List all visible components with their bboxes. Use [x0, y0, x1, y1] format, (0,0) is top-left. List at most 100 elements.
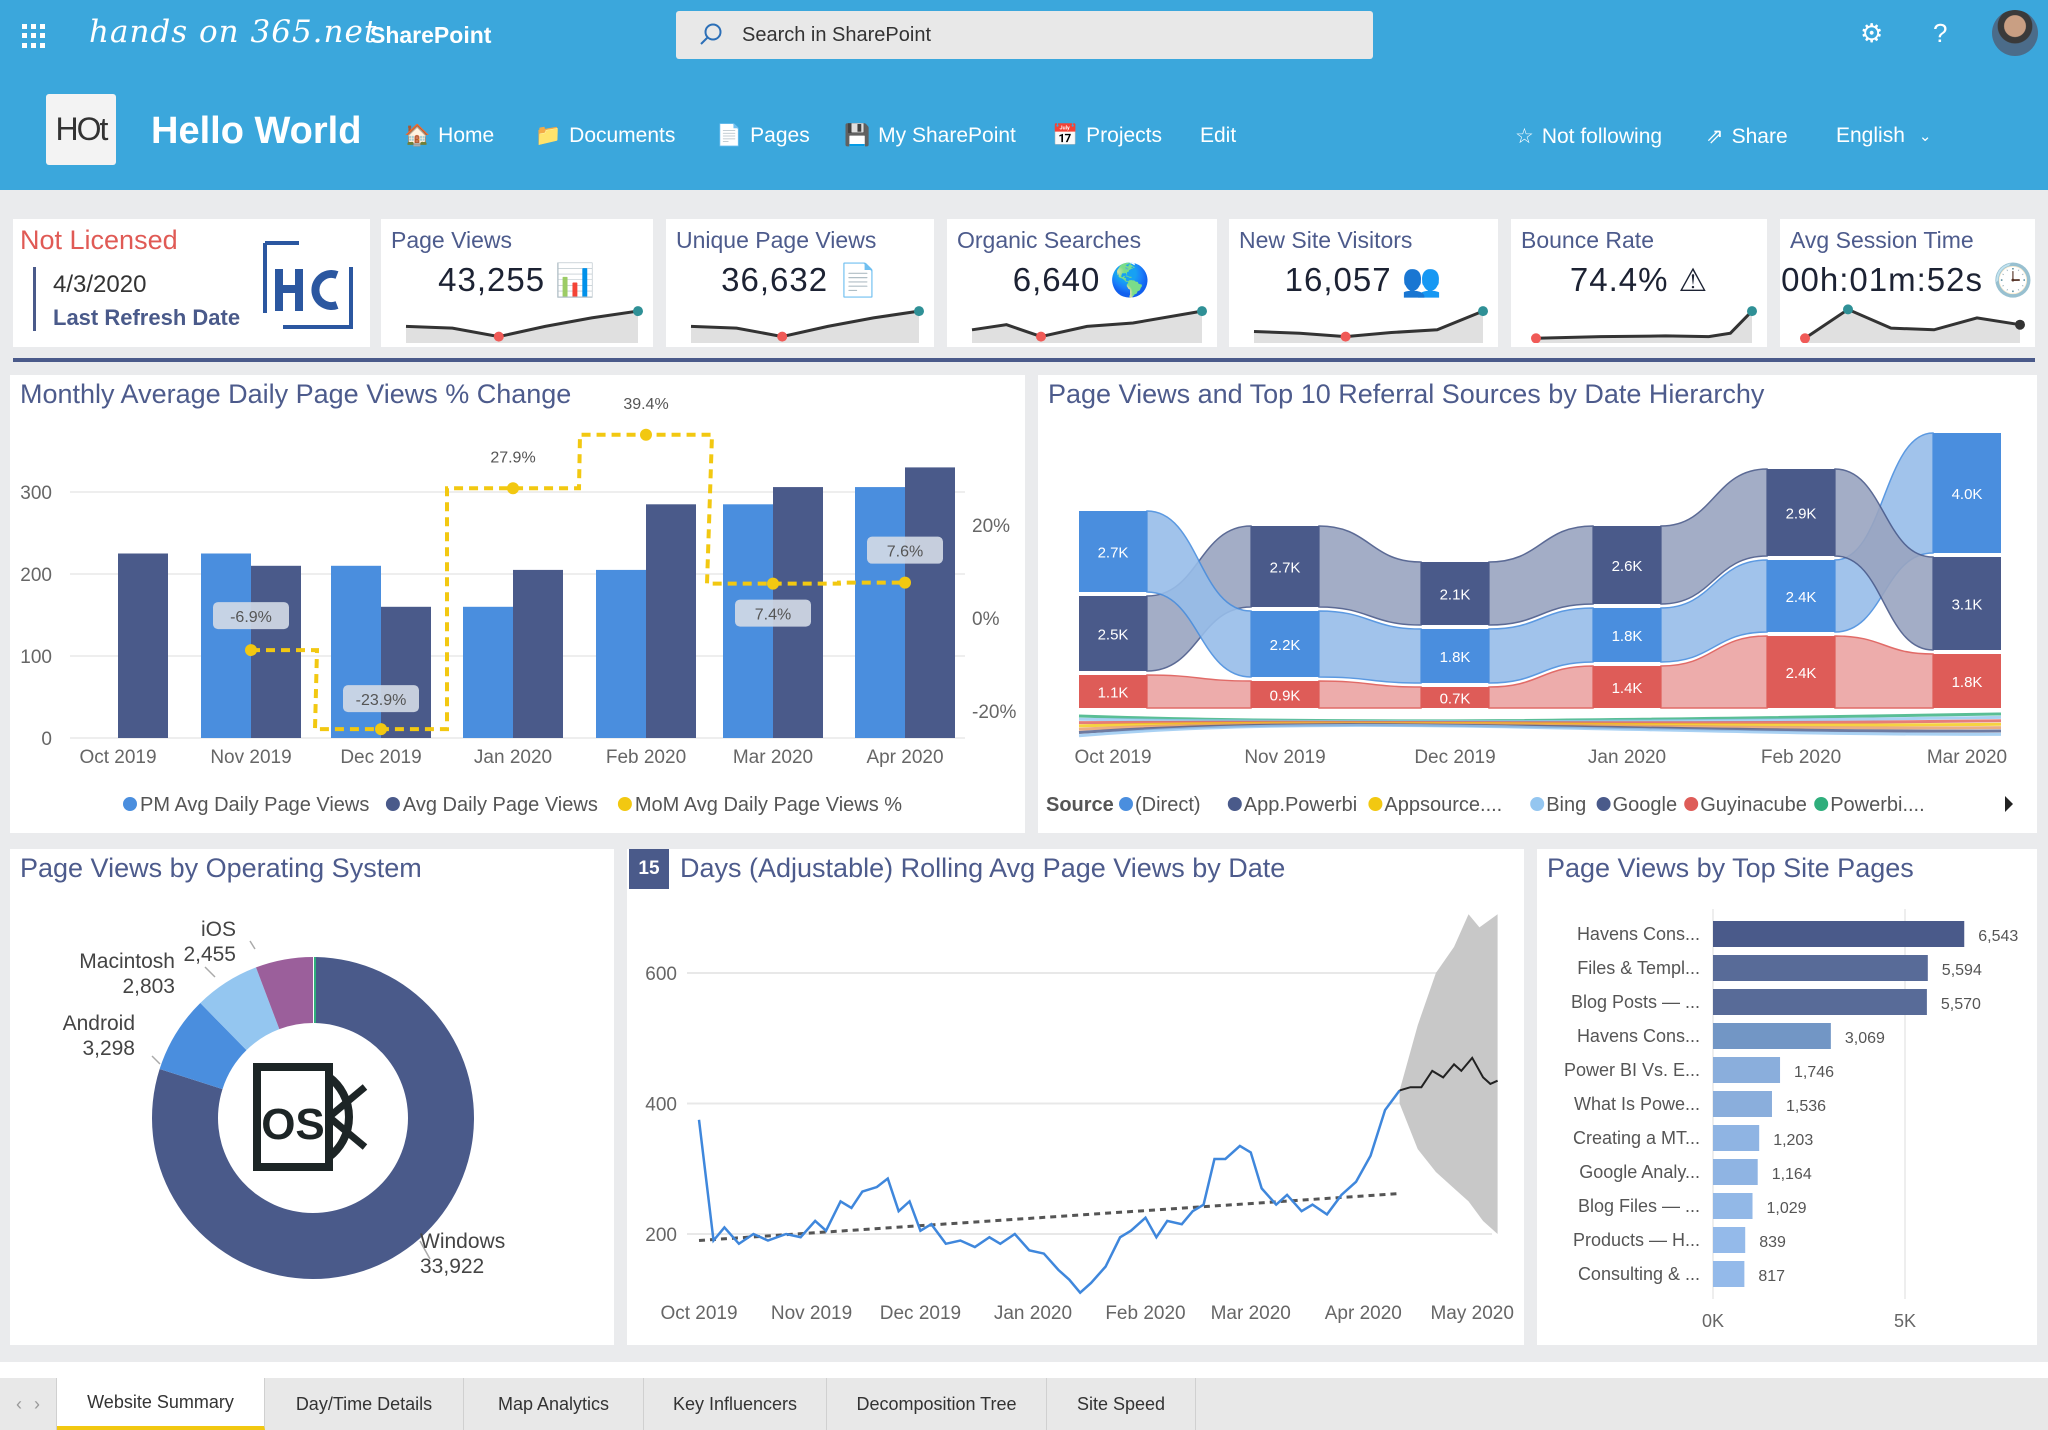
legend-label: PM Avg Daily Page Views — [140, 794, 369, 816]
nav-documents[interactable]: 📁 Documents — [535, 124, 675, 148]
tab-site-speed[interactable]: Site Speed — [1047, 1378, 1196, 1430]
x-tick-label: Nov 2019 — [771, 1303, 852, 1324]
bar-avg — [513, 569, 563, 738]
site-title[interactable]: Hello World — [151, 110, 362, 152]
help-icon[interactable]: ? — [1933, 18, 1948, 48]
app-launcher-icon[interactable] — [22, 24, 46, 48]
legend-marker — [1684, 797, 1699, 811]
nav-projects[interactable]: 📅 Projects — [1052, 124, 1162, 148]
site-logo[interactable]: HOt — [46, 94, 116, 165]
kpi-sparkline — [690, 306, 924, 343]
sankey-node — [1767, 636, 1835, 708]
kpi-sparkline — [1531, 306, 1757, 343]
sankey-node-label: 4.0K — [1952, 486, 1983, 503]
kpi-title: Unique Page Views — [676, 227, 877, 253]
bar-avg — [646, 504, 696, 738]
os-donut-chart[interactable]: OS — [10, 849, 614, 1345]
nav-pages[interactable]: 📄 Pages — [716, 124, 810, 148]
chart-title: Monthly Average Daily Page Views % Chang… — [20, 379, 572, 409]
bar-data-label: 1,164 — [1772, 1166, 1812, 1183]
sparkline-max-dot — [1478, 306, 1488, 317]
y2-tick-label: -20% — [972, 702, 1016, 723]
share-button[interactable]: ⇗ Share — [1706, 124, 1788, 149]
kpi-sparkline — [1253, 306, 1488, 343]
chevron-right-icon[interactable]: › — [34, 1393, 40, 1414]
search-input[interactable]: Search in SharePoint — [676, 11, 1373, 59]
kpi-card[interactable]: New Site Visitors 16,057 👥 — [1229, 219, 1498, 347]
sparkline-max-dot — [633, 306, 643, 317]
kpi-card[interactable]: Unique Page Views 36,632 📄 — [666, 219, 934, 347]
kpi-value: 16,057 — [1284, 261, 1392, 298]
legend-marker — [1530, 797, 1545, 811]
legend-marker — [1227, 797, 1242, 811]
tab-scroll-arrows[interactable]: ‹ › — [0, 1378, 57, 1430]
follow-button[interactable]: ☆ Not following — [1515, 124, 1662, 149]
x-tick-label: Oct 2019 — [1074, 747, 1151, 768]
language-dropdown[interactable]: English ⌄ — [1836, 124, 1931, 148]
sparkline-min-dot — [493, 331, 504, 342]
monthly-change-chart[interactable]: 0 100 200 300 20% 0% -20% Oct 2019 Nov 2019 Dec 2… — [10, 375, 1025, 833]
tab-website-summary[interactable]: Website Summary — [57, 1378, 265, 1430]
y-tick-label: 600 — [645, 964, 677, 985]
x-tick-label: Jan 2020 — [474, 747, 552, 768]
kpi-value-row: 6,640 🌎 — [947, 261, 1217, 299]
kpi-card[interactable]: Organic Searches 6,640 🌎 — [947, 219, 1217, 347]
legend-next-arrow-icon[interactable] — [2005, 796, 2013, 812]
x-tick-label: Apr 2020 — [1325, 1303, 1402, 1324]
legend-marker — [123, 797, 137, 811]
sankey-node — [1767, 560, 1835, 632]
calendar-icon: 📅 — [1052, 124, 1079, 147]
bar-pm-avg — [201, 553, 251, 738]
bar-data-label: 1,746 — [1794, 1064, 1834, 1081]
sankey-node-label: 1.1K — [1098, 685, 1129, 702]
leader-line — [151, 1055, 161, 1065]
sankey-node — [1767, 469, 1835, 556]
follow-label: Not following — [1541, 124, 1663, 148]
nav-my-sharepoint[interactable]: 💾 My SharePoint — [844, 124, 1016, 148]
tab-map-analytics[interactable]: Map Analytics — [464, 1378, 644, 1430]
rolling-avg-chart[interactable]: 200 400 600 Oct 2019 Nov 2019 Dec 2019 Jan 202… — [627, 849, 1524, 1345]
mom-data-label: 7.6% — [887, 544, 923, 561]
x-tick-label: 5K — [1894, 1311, 1916, 1331]
kpi-value-row: 43,255 📊 — [381, 261, 653, 299]
top-pages-chart[interactable]: 0K 5K Havens Cons... 6,543 Files & Templ... 5… — [1537, 849, 2037, 1345]
rolling-days-input[interactable]: 15 — [629, 849, 669, 889]
tab-day-time-details[interactable]: Day/Time Details — [265, 1378, 464, 1430]
legend-marker — [1596, 797, 1611, 811]
kpi-card[interactable]: Bounce Rate 74.4% ⚠ — [1511, 219, 1767, 347]
nav-home[interactable]: 🏠 Home — [404, 124, 494, 148]
x-tick-label: Oct 2019 — [79, 747, 156, 768]
kpi-sparkline — [971, 306, 1207, 343]
bar-data-label: 1,029 — [1767, 1200, 1807, 1217]
chevron-left-icon[interactable]: ‹ — [16, 1393, 22, 1414]
bar — [1713, 1227, 1746, 1253]
nav-edit[interactable]: Edit — [1200, 124, 1237, 147]
tab-key-influencers[interactable]: Key Influencers — [644, 1378, 827, 1430]
sankey-node-label: 1.4K — [1612, 680, 1643, 697]
warning-icon: ⚠ — [1678, 262, 1709, 298]
avatar[interactable] — [1992, 10, 2038, 56]
legend-marker — [1368, 797, 1383, 811]
bar-pm-avg — [855, 487, 905, 738]
mom-data-label: 7.4% — [755, 607, 791, 624]
sparkline-area — [406, 311, 638, 343]
legend-label: Google — [1613, 794, 1678, 816]
brand-logo[interactable]: hands on 365.net — [89, 14, 378, 50]
tab-decomposition-tree[interactable]: Decomposition Tree — [827, 1378, 1047, 1430]
sparkline-min-dot — [1340, 331, 1351, 342]
bar-category-label: Blog Posts — ... — [1571, 992, 1700, 1012]
settings-gear-icon[interactable]: ⚙ — [1860, 18, 1884, 48]
sankey-node-label: 2.5K — [1098, 627, 1129, 644]
bar — [1713, 955, 1928, 981]
search-placeholder: Search in SharePoint — [742, 23, 932, 46]
kpi-card[interactable]: Avg Session Time 00h:01m:52s 🕒 — [1780, 219, 2035, 347]
sankey-node-label: 2.2K — [1270, 637, 1301, 654]
kpi-card[interactable]: Page Views 43,255 📊 — [381, 219, 653, 347]
legend-marker — [1814, 797, 1829, 811]
referral-sankey-chart[interactable]: 1.1K 2.5K 2.7K Oct 2019 0.9K 2.2K 2.7K Nov 2019… — [1038, 375, 2037, 833]
app-name[interactable]: SharePoint — [370, 22, 492, 48]
sankey-node-label: 0.7K — [1440, 691, 1471, 708]
floppy-icon: 💾 — [844, 124, 871, 147]
legend-label: MoM Avg Daily Page Views % — [635, 794, 902, 816]
legend-label: (Direct) — [1135, 794, 1201, 816]
